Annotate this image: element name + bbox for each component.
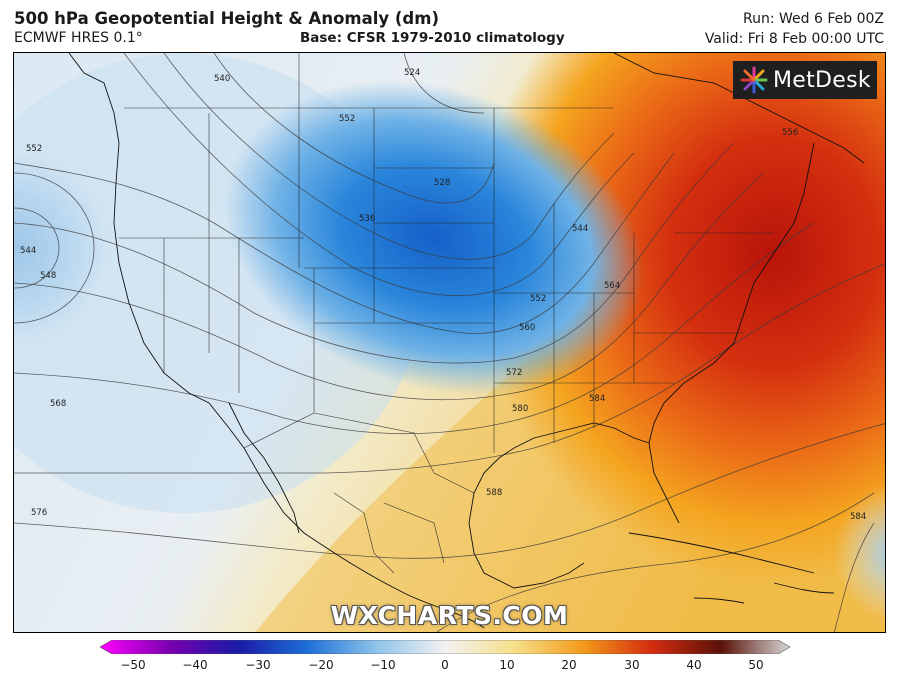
colorbar-tick: 50 — [748, 658, 764, 672]
colorbar-tick: 30 — [624, 658, 640, 672]
contour-label: 524 — [404, 68, 420, 78]
contour-label: 528 — [434, 178, 450, 188]
contour-label: 588 — [486, 488, 502, 498]
contour-label: 552 — [530, 294, 546, 304]
contour-label: 552 — [339, 114, 355, 124]
metdesk-logo: MetDesk — [733, 61, 877, 99]
colorbar-tick: −10 — [370, 658, 396, 672]
contour-label: 556 — [782, 128, 798, 138]
colorbar-tick: −30 — [245, 658, 271, 672]
run-time: Run: Wed 6 Feb 00Z — [743, 11, 884, 27]
climatology-base: Base: CFSR 1979-2010 climatology — [300, 30, 565, 46]
contour-label: 584 — [850, 512, 866, 522]
trough-anomaly — [224, 80, 644, 396]
anomaly-map: 524 540 552 552 536 528 544 548 544 552 … — [14, 53, 885, 632]
colorbar-scale — [100, 640, 790, 654]
contour-label: 544 — [20, 246, 36, 256]
colorbar-tick: 20 — [561, 658, 577, 672]
contour-label: 536 — [359, 214, 375, 224]
contour-label: 584 — [589, 394, 605, 404]
colorbar-tick: −20 — [308, 658, 334, 672]
coastlines — [68, 53, 865, 629]
contour-labels: 524 540 552 552 536 528 544 548 544 552 … — [20, 68, 866, 522]
metdesk-burst-icon — [740, 66, 768, 94]
contour-label: 564 — [604, 281, 620, 291]
chart-title: 500 hPa Geopotential Height & Anomaly (d… — [14, 9, 439, 28]
colorbar-tick: 0 — [441, 658, 449, 672]
map-panel: 524 540 552 552 536 528 544 548 544 552 … — [13, 52, 886, 633]
contour-label: 568 — [50, 399, 66, 409]
contour-label: 580 — [512, 404, 528, 414]
wxcharts-watermark: WXCHARTS.COM — [330, 601, 569, 630]
state-borders — [119, 53, 774, 574]
contour-label: 552 — [26, 144, 42, 154]
contour-label: 560 — [519, 323, 535, 333]
colorbar-tick: −40 — [182, 658, 208, 672]
colorbar-tick: 40 — [686, 658, 702, 672]
contour-label: 548 — [40, 271, 56, 281]
anomaly-colorbar — [100, 640, 790, 654]
contour-label: 540 — [214, 74, 230, 84]
valid-time: Valid: Fri 8 Feb 00:00 UTC — [704, 31, 884, 47]
height-contours — [14, 53, 885, 632]
atlantic-low-anomaly — [834, 483, 885, 623]
contour-label: 544 — [572, 224, 588, 234]
metdesk-brand: MetDesk — [773, 67, 871, 93]
colorbar-tick: 10 — [499, 658, 515, 672]
colorbar-tick: −50 — [120, 658, 146, 672]
contour-label: 572 — [506, 368, 522, 378]
model-name: ECMWF HRES 0.1° — [14, 30, 143, 46]
contour-label: 576 — [31, 508, 47, 518]
